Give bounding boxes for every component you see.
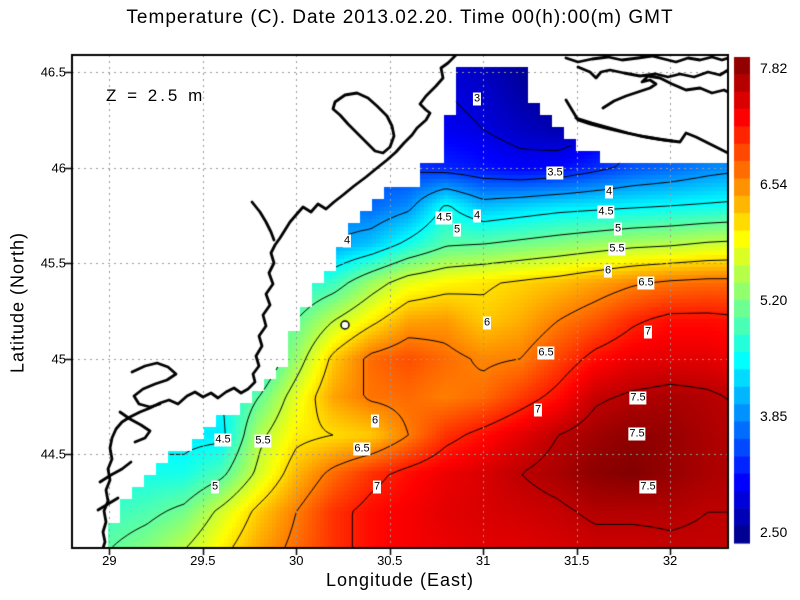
x-tick-label: 30.5 bbox=[377, 553, 403, 568]
contour-label: 6.5 bbox=[353, 442, 371, 456]
contour-label: 6 bbox=[370, 414, 380, 428]
colorbar-tick-label: 6.54 bbox=[760, 176, 788, 192]
colorbar-tick-label: 2.50 bbox=[760, 524, 788, 540]
contour-label: 7.5 bbox=[639, 480, 657, 494]
x-tick-label: 29.5 bbox=[190, 553, 216, 568]
depth-annotation: Z = 2.5 m bbox=[106, 86, 206, 105]
contour-label: 3.5 bbox=[546, 166, 564, 180]
chart-title: Temperature (C). Date 2013.02.20. Time 0… bbox=[126, 7, 674, 28]
x-tick-label: 31 bbox=[475, 553, 491, 568]
colorbar-tick-label: 7.82 bbox=[760, 60, 788, 76]
x-tick-label: 29 bbox=[102, 553, 117, 568]
contour-label: 5.5 bbox=[608, 242, 626, 256]
contour-label: 5.5 bbox=[254, 434, 272, 448]
x-tick-label: 30 bbox=[289, 553, 304, 568]
y-tick-label: 45 bbox=[51, 351, 66, 367]
x-tick-label: 32 bbox=[662, 553, 678, 568]
x-axis-label: Longitude (East) bbox=[325, 570, 475, 590]
contour-label: 4 bbox=[472, 209, 482, 223]
contour-label: 5 bbox=[210, 480, 220, 494]
y-tick-label: 46 bbox=[51, 160, 66, 176]
y-axis-label: Latitude (North) bbox=[7, 231, 28, 374]
contour-label: 7.5 bbox=[629, 391, 647, 405]
contour-label: 6.5 bbox=[637, 276, 655, 290]
x-tick-label: 31.5 bbox=[563, 553, 590, 568]
contour-label: 5 bbox=[452, 223, 462, 237]
contour-label: 6 bbox=[482, 316, 492, 330]
y-tick-label: 44.5 bbox=[40, 446, 66, 462]
contour-label: 3 bbox=[472, 92, 482, 106]
contour-label: 7 bbox=[533, 403, 543, 417]
contour-label: 4.5 bbox=[597, 205, 615, 219]
y-tick-label: 45.5 bbox=[40, 255, 66, 271]
y-tick-label: 46.5 bbox=[40, 64, 66, 80]
contour-label: 6.5 bbox=[537, 346, 555, 360]
contour-label: 6 bbox=[603, 264, 613, 278]
contour-label: 7.5 bbox=[628, 427, 646, 441]
colorbar-tick-label: 5.20 bbox=[760, 292, 788, 308]
contour-label: 4.5 bbox=[214, 433, 232, 447]
contour-label: 4.5 bbox=[435, 211, 453, 225]
contour-label: 7 bbox=[643, 325, 653, 339]
contour-label: 5 bbox=[613, 222, 623, 236]
contour-label: 7 bbox=[372, 480, 382, 494]
contour-label: 4 bbox=[604, 185, 614, 199]
colorbar-tick-label: 3.85 bbox=[760, 408, 788, 424]
contour-label: 4 bbox=[342, 234, 352, 248]
